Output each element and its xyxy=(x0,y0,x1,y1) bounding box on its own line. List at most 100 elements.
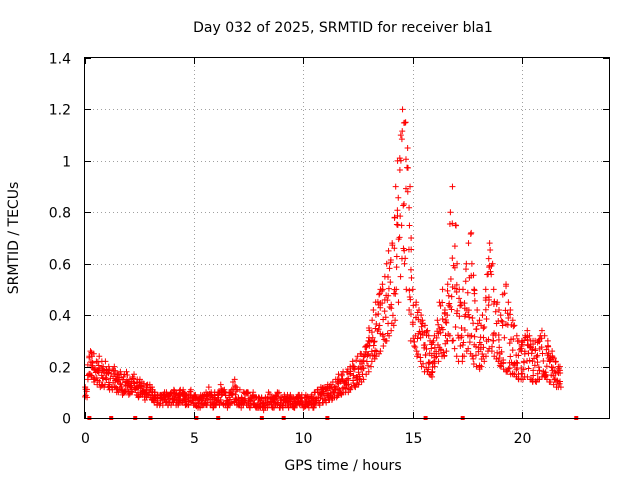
data-point xyxy=(536,376,543,383)
data-point xyxy=(231,376,238,383)
data-point xyxy=(407,183,414,190)
data-point xyxy=(551,376,558,383)
chart-title: Day 032 of 2025, SRMTID for receiver bla… xyxy=(193,20,493,36)
data-point xyxy=(115,389,122,396)
data-point xyxy=(493,301,500,308)
data-point xyxy=(408,246,415,253)
data-point xyxy=(534,370,541,377)
data-point xyxy=(469,353,476,360)
x-tick-label: 0 xyxy=(81,431,90,447)
data-point xyxy=(485,336,492,343)
data-point xyxy=(159,402,166,409)
data-point xyxy=(425,332,432,339)
data-point xyxy=(465,240,472,247)
data-point xyxy=(154,398,161,405)
data-point xyxy=(435,350,442,357)
data-point xyxy=(400,119,407,126)
data-point xyxy=(501,290,508,297)
x-axis-label: GPS time / hours xyxy=(284,458,401,474)
data-point xyxy=(439,316,446,323)
data-point xyxy=(345,375,352,382)
data-point xyxy=(397,213,404,220)
data-point xyxy=(461,326,468,333)
data-point xyxy=(471,297,478,304)
data-point xyxy=(426,359,433,366)
data-point xyxy=(448,293,455,300)
data-point xyxy=(528,350,535,357)
data-point xyxy=(118,383,125,390)
data-point xyxy=(355,369,362,376)
data-point xyxy=(505,315,512,322)
data-point xyxy=(446,332,453,339)
data-point xyxy=(451,345,458,352)
data-point xyxy=(535,364,542,371)
data-point xyxy=(385,274,392,281)
data-point xyxy=(465,307,472,314)
data-point xyxy=(497,312,504,319)
data-point xyxy=(420,360,427,367)
data-point xyxy=(444,287,451,294)
data-point xyxy=(489,343,496,350)
data-point xyxy=(451,264,458,271)
data-point xyxy=(536,338,543,345)
data-point xyxy=(530,367,537,374)
data-point xyxy=(498,317,505,324)
data-point xyxy=(521,350,528,357)
data-point xyxy=(417,354,424,361)
data-point xyxy=(473,326,480,333)
data-point xyxy=(476,317,483,324)
data-point xyxy=(390,322,397,329)
data-point xyxy=(397,157,404,164)
data-point xyxy=(480,325,487,332)
data-point xyxy=(406,287,413,294)
data-point xyxy=(344,382,351,389)
data-point xyxy=(501,334,508,341)
data-point xyxy=(406,204,413,211)
data-point xyxy=(422,351,429,358)
data-point xyxy=(513,366,520,373)
data-point xyxy=(231,382,238,389)
data-point xyxy=(538,327,545,334)
data-point xyxy=(545,343,552,350)
data-point xyxy=(424,327,431,334)
data-point xyxy=(379,300,386,307)
data-point xyxy=(395,194,402,201)
data-point xyxy=(360,357,367,364)
data-point xyxy=(513,359,520,366)
data-point xyxy=(407,296,414,303)
data-point xyxy=(414,335,421,342)
data-point xyxy=(363,371,370,378)
data-point xyxy=(87,348,94,355)
data-point xyxy=(452,323,459,330)
y-axis-label: SRMTID / TECUs xyxy=(6,182,22,295)
data-point xyxy=(547,379,554,385)
data-point xyxy=(406,294,413,301)
data-point xyxy=(102,358,109,365)
y-tick-label: 0 xyxy=(62,412,71,428)
data-point xyxy=(466,314,473,321)
data-point xyxy=(338,372,345,379)
data-point xyxy=(507,311,514,318)
data-point xyxy=(223,397,230,404)
data-point xyxy=(393,253,400,260)
data-point xyxy=(519,370,526,377)
data-point xyxy=(391,245,398,252)
data-point xyxy=(511,322,518,329)
data-point xyxy=(536,367,543,374)
data-point xyxy=(459,358,466,365)
data-point xyxy=(524,327,531,334)
data-point xyxy=(368,329,375,336)
axis-ticks xyxy=(85,58,609,419)
data-point xyxy=(555,365,562,372)
data-point xyxy=(439,299,446,306)
data-point xyxy=(458,324,465,331)
data-point xyxy=(447,209,454,216)
data-point xyxy=(454,307,461,314)
data-point xyxy=(367,363,374,370)
data-point xyxy=(402,156,409,163)
data-point xyxy=(465,345,472,352)
data-point xyxy=(393,286,400,293)
data-point xyxy=(407,337,414,344)
data-point xyxy=(380,343,387,349)
data-point xyxy=(399,106,406,113)
